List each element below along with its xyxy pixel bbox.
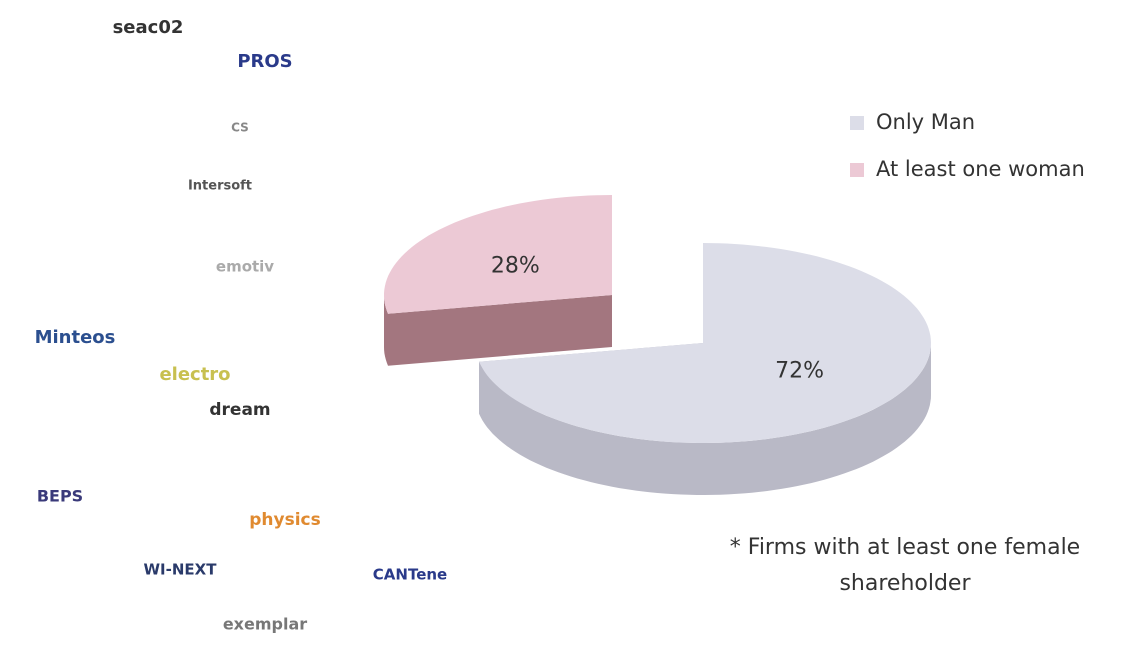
data-label: 28% — [491, 253, 540, 278]
slice — [479, 243, 931, 443]
slice-side — [479, 343, 931, 495]
legend-swatch — [850, 163, 864, 177]
legend-label: At least one woman — [876, 157, 1085, 181]
logo: emotiv — [216, 258, 274, 276]
annotation: * Firms with at least one female shareho… — [729, 535, 1081, 596]
logo: physics — [249, 510, 321, 530]
data-label: 72% — [775, 359, 824, 384]
logo: CS — [231, 121, 249, 135]
logo: exemplar — [223, 615, 307, 634]
logo: Intersoft — [188, 179, 252, 194]
logo: electro — [159, 364, 230, 385]
logo: seac02 — [113, 17, 184, 38]
logo: dream — [209, 400, 270, 420]
logo: BEPS — [37, 487, 83, 506]
logo: PROS — [237, 51, 292, 72]
logo: Minteos — [35, 327, 116, 348]
logo: CANTene — [373, 566, 447, 584]
slice-side — [384, 295, 388, 366]
logo: WI-NEXT — [144, 561, 218, 579]
slice-wall — [388, 295, 612, 366]
slice — [384, 195, 612, 314]
legend-swatch — [850, 116, 864, 130]
legend-label: Only Man — [876, 110, 975, 134]
